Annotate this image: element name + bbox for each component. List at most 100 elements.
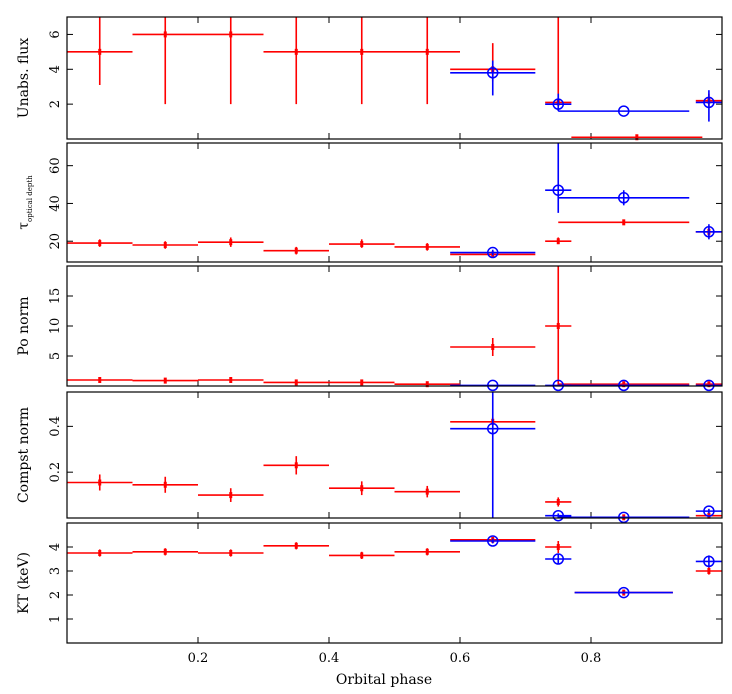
data-point-red: [198, 488, 264, 502]
panel-frame: [66, 265, 723, 387]
data-point-red: [67, 377, 133, 383]
circle-marker: [703, 555, 715, 568]
y-tick-label: 10: [48, 318, 63, 335]
y-tick-label: 20: [48, 233, 63, 250]
data-point-blue: [450, 379, 536, 392]
y-axis-label: Po norm: [16, 296, 32, 355]
circle-marker: [552, 98, 564, 110]
data-point-red: [132, 377, 198, 384]
circle-marker: [618, 511, 630, 524]
circle-marker: [487, 246, 499, 259]
panel-frame: [66, 391, 723, 519]
panel-4: 0.2 0.4 Compst norm: [16, 391, 723, 524]
x-tick-label: 0.2: [188, 651, 209, 666]
y-axis-label-main: Compst norm: [16, 407, 32, 503]
panel-frame: [66, 522, 723, 644]
data-point-red: [394, 548, 460, 556]
data-point-red: [329, 481, 395, 496]
circle-marker: [703, 226, 715, 238]
y-axis-label: KT (keV): [16, 552, 32, 614]
data-point-blue: [450, 392, 536, 518]
circle-marker: [487, 67, 499, 79]
data-point-red: [329, 379, 395, 386]
panel-2: 20 40 60 τoptical depth: [16, 142, 723, 263]
data-point-red: [263, 246, 329, 255]
y-tick-label: 2: [48, 100, 63, 108]
data-point-blue: [695, 379, 722, 392]
data-point-red: [329, 239, 395, 248]
y-tick-label: 1: [48, 615, 63, 623]
data-point-blue: [545, 93, 572, 112]
y-tick-label: 0.4: [48, 416, 63, 437]
data-point-blue: [450, 535, 536, 547]
panel-3: 5 10 15 Po norm: [16, 265, 723, 392]
data-point-red: [545, 541, 572, 553]
data-point-red: [198, 549, 264, 557]
panel-5: 1 2 3 4 KT (keV): [16, 522, 723, 644]
circle-marker: [487, 422, 499, 435]
data-point-red: [545, 237, 572, 245]
y-axis-label-main: Unabs. flux: [16, 38, 32, 119]
data-point-blue: [574, 586, 673, 599]
circle-marker: [487, 379, 499, 392]
data-point-red: [545, 497, 572, 507]
y-axis-label-main: KT (keV): [16, 552, 32, 614]
data-point-red: [263, 542, 329, 550]
data-point-red: [132, 17, 198, 105]
data-point-red: [198, 377, 264, 383]
data-point-blue: [545, 509, 572, 522]
data-point-red: [132, 476, 198, 493]
data-point-red: [394, 485, 460, 498]
data-point-red: [545, 17, 572, 106]
data-point-red: [198, 17, 264, 105]
y-axis-label-main: Po norm: [16, 296, 32, 355]
data-point-red: [329, 17, 395, 105]
data-point-blue: [558, 511, 690, 524]
y-tick-label: 3: [48, 567, 63, 575]
data-point-red: [67, 474, 133, 491]
data-point-red: [67, 549, 133, 557]
y-tick-label: 15: [48, 288, 63, 305]
data-point-blue: [695, 224, 722, 240]
y-axis-label: Compst norm: [16, 407, 32, 503]
y-tick-label: 60: [48, 157, 63, 174]
data-point-blue: [558, 190, 690, 206]
data-point-red: [263, 379, 329, 386]
circle-marker: [618, 379, 630, 392]
data-point-red: [394, 243, 460, 251]
data-point-red: [132, 548, 198, 556]
data-point-red: [545, 266, 572, 386]
circle-marker: [703, 505, 715, 517]
data-point-red: [558, 219, 690, 226]
data-point-blue: [545, 553, 572, 565]
data-point-red: [67, 17, 133, 85]
y-tick-label: 4: [48, 65, 63, 73]
circle-marker: [552, 509, 564, 522]
data-point-blue: [545, 143, 572, 213]
y-tick-label: 6: [48, 30, 63, 38]
data-point-red: [450, 338, 536, 356]
y-tick-label: 2: [48, 591, 63, 599]
y-tick-label: 4: [48, 543, 63, 551]
y-axis-label: Unabs. flux: [16, 38, 32, 119]
data-point-red: [67, 239, 133, 247]
data-point-blue: [558, 105, 690, 117]
data-point-red: [329, 551, 395, 559]
x-tick-label: 0.8: [581, 651, 602, 666]
x-tick-label: 0.4: [319, 651, 340, 666]
circle-marker: [552, 553, 564, 565]
data-point-red: [132, 241, 198, 249]
data-point-red: [394, 17, 460, 105]
y-axis-label-subscript: optical depth: [26, 175, 34, 222]
panel-frame: [66, 142, 723, 263]
panel-frame: [66, 16, 723, 140]
y-tick-label: 40: [48, 195, 63, 212]
data-point-red: [263, 17, 329, 105]
data-point-blue: [558, 379, 690, 392]
data-point-red: [263, 456, 329, 475]
circle-marker: [703, 379, 715, 392]
data-point-blue: [450, 60, 536, 96]
data-point-blue: [695, 555, 722, 568]
data-point-blue: [695, 505, 722, 517]
